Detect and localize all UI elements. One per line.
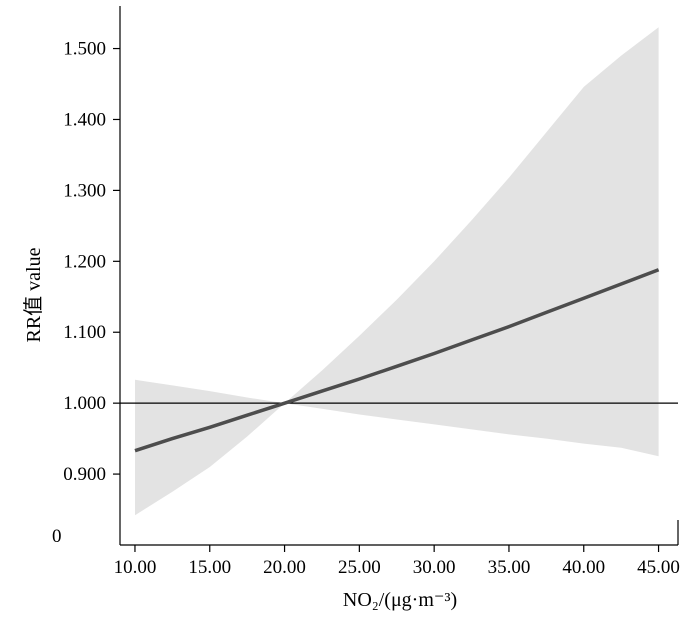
- x-tick-label: 20.00: [263, 557, 306, 578]
- x-tick-label: 15.00: [188, 557, 231, 578]
- y-axis-label: RR值 value: [22, 247, 45, 342]
- y-axis-ticks: 0.900 1.000 1.100 1.200 1.300 1.400 1.500: [63, 39, 120, 485]
- y-tick-label: 1.100: [63, 322, 106, 343]
- x-axis-ticks: 10.00 15.00 20.00 25.00 30.00 35.00 40.00 45.00: [114, 545, 680, 578]
- x-tick-label: 45.00: [637, 557, 680, 578]
- y-tick-label: 0.900: [63, 464, 106, 485]
- x-axis-label: NO₂/(μg·m⁻³): [343, 589, 457, 611]
- confidence-band: [135, 27, 659, 516]
- y-origin-label: 0: [52, 526, 62, 547]
- y-tick-label: 1.200: [63, 251, 106, 272]
- y-tick-label: 1.000: [63, 393, 106, 414]
- x-tick-label: 35.00: [488, 557, 531, 578]
- y-tick-label: 1.300: [63, 180, 106, 201]
- x-tick-label: 40.00: [562, 557, 605, 578]
- y-tick-label: 1.500: [63, 39, 106, 60]
- x-tick-label: 25.00: [338, 557, 381, 578]
- rr-curve: [134, 268, 660, 453]
- y-tick-label: 1.400: [63, 109, 106, 130]
- x-tick-label: 30.00: [413, 557, 456, 578]
- x-tick-label: 10.00: [114, 557, 157, 578]
